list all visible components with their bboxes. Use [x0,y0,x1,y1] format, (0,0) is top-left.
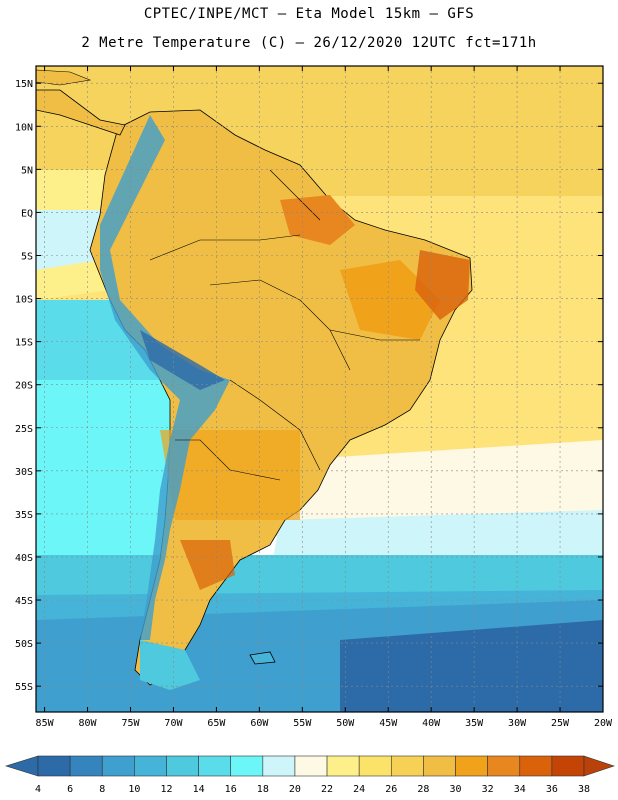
colorbar-label: 6 [67,784,73,795]
hot-area-central-brazil [340,260,440,340]
lat-label: 15N [15,79,33,90]
colorbar-label: 12 [160,784,172,795]
colorbar-bin [37,755,71,777]
andes-cold-strip [100,115,230,640]
ocean-band-16-west [36,380,180,560]
warm-area-chaco [160,430,300,520]
lon-label: 40W [422,718,441,729]
lat-label: 15S [15,338,33,349]
colorbar-bin [326,755,360,777]
hot-area-northeast [415,250,470,320]
latitude-axis: 15N 10N 5N EQ 5S 10S 15S 20S 25S 30S 35S 40S 45S 50S 5… [15,79,603,693]
colorbar-low-arrow [4,755,39,777]
colorbar-label: 20 [289,784,301,795]
border-line-bolivia-brazil [209,279,351,371]
lon-label: 35W [465,718,484,729]
colorbar-bin [423,755,456,777]
lon-label: 25W [551,718,570,729]
lon-label: 75W [121,718,140,729]
hot-area-patagonia [180,540,235,590]
map-title-line-2: 2 Metre Temperature (C) – 26/12/2020 12U… [81,35,537,51]
central-america-land [36,89,126,136]
lat-label: 45S [15,596,33,607]
colorbar-bin [358,755,392,777]
ocean-band-20-west [36,210,100,270]
colorbar-label: 28 [417,784,429,795]
colorbar-bin [551,755,585,777]
tierra-del-fuego-cold [140,640,200,690]
lon-label: 65W [207,718,226,729]
lon-label: 55W [293,718,312,729]
colorbar-label: 36 [546,784,558,795]
lat-label: 10S [15,295,33,306]
lon-label: 60W [250,718,269,729]
colorbar-bin [519,755,553,777]
colorbar-bin [198,755,232,777]
colorbar-label: 24 [353,784,365,795]
colorbar-label: 16 [225,784,237,795]
colorbar-label: 8 [99,784,105,795]
lon-label: 50W [336,718,355,729]
border-line-argentina [175,439,281,481]
lat-label: 5N [21,165,33,176]
hot-area-amazon [280,195,355,245]
colorbar-label: 18 [257,784,269,795]
colorbar-label: 38 [578,784,590,795]
lon-label: 70W [164,718,183,729]
lat-label: 5S [21,251,33,262]
colorbar-bin [294,755,328,777]
colorbar-bin [230,755,264,777]
map-frame [35,65,604,713]
lat-label: 20S [15,381,33,392]
lon-label: 80W [79,718,98,729]
colorbar-label: 22 [321,784,333,795]
colorbar-label: 32 [482,784,494,795]
colorbar-label: 14 [193,784,205,795]
lat-label: 40S [15,553,33,564]
lon-label: 20W [594,718,613,729]
border-line-states [329,329,420,341]
altiplano-cold-area [140,330,225,390]
longitude-axis: 85W 80W 75W 70W 65W 60W 55W 50W 45W 40W 35W 30W 25W 2… [36,66,613,729]
lon-label: 30W [508,718,527,729]
colorbar-bin [166,755,199,777]
ocean-band-12 [36,555,603,595]
caribbean-land [36,69,92,86]
colorbar-label: 4 [35,784,41,795]
colorbar-bin [487,755,521,777]
colorbar-bin [69,755,103,777]
lat-label: 10N [15,122,33,133]
temperature-map: 15N 10N 5N EQ 5S 10S 15S 20S 25S 30S 35S 40S 45S 50S 5… [15,65,613,729]
lon-label: 45W [379,718,398,729]
colorbar-label: 34 [514,784,526,795]
lon-label: 85W [36,718,55,729]
border-line-guianas [269,169,321,221]
temperature-field [36,66,603,712]
border-line-north [149,234,301,261]
colorbar-bin [262,755,296,777]
colorbar: 4 6 8 10 12 14 16 18 20 22 24 26 28 30 32 34 36 38 [4,755,615,795]
colorbar-bin [101,755,135,777]
lat-label: 55S [15,682,33,693]
colorbar-bins [4,755,615,777]
colorbar-bin [390,755,424,777]
lat-label: 35S [15,510,33,521]
colorbar-label: 26 [385,784,397,795]
colorbar-bin [134,755,167,777]
lat-label: 50S [15,639,33,650]
falkland-islands [249,651,276,665]
lat-label: 25S [15,424,33,435]
colorbar-labels: 4 6 8 10 12 14 16 18 20 22 24 26 28 30 32 34 36 38 [35,784,590,795]
border-line-paraguay [229,379,321,471]
colorbar-label: 10 [128,784,140,795]
lat-label: EQ [21,208,33,219]
colorbar-label: 30 [450,784,462,795]
lat-label: 30S [15,467,33,478]
colorbar-high-arrow [583,755,615,777]
colorbar-bin [455,755,488,777]
map-title-line-1: CPTEC/INPE/MCT – Eta Model 15km – GFS [143,6,475,22]
